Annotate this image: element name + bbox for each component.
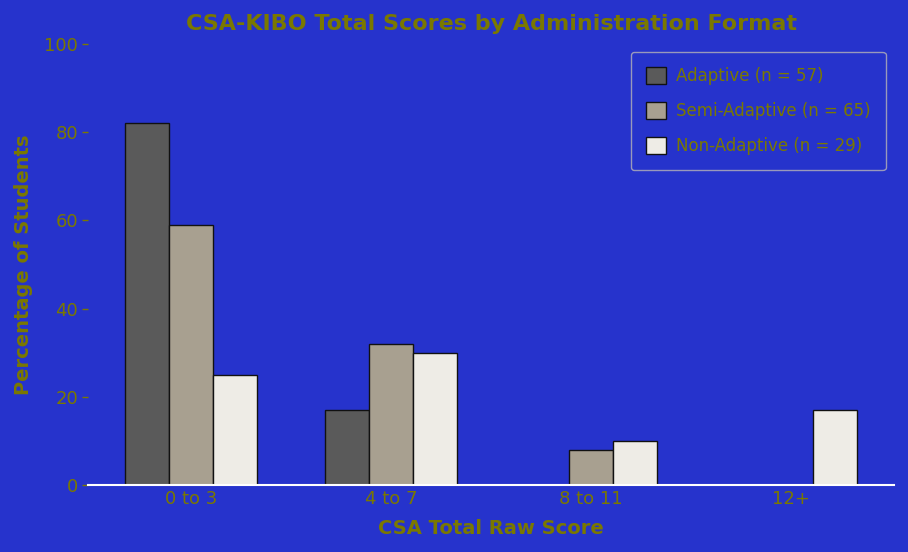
Title: CSA-KIBO Total Scores by Administration Format: CSA-KIBO Total Scores by Administration … [186, 14, 796, 34]
Y-axis label: Percentage of Students: Percentage of Students [14, 134, 33, 395]
Bar [125, 123, 169, 485]
Bar [169, 225, 213, 485]
Bar [413, 353, 457, 485]
Bar [325, 410, 370, 485]
Bar [613, 441, 657, 485]
Bar [213, 375, 257, 485]
Legend: Adaptive (n = 57), Semi-Adaptive (n = 65), Non-Adaptive (n = 29): Adaptive (n = 57), Semi-Adaptive (n = 65… [631, 52, 886, 170]
Bar [814, 410, 857, 485]
Bar [569, 450, 613, 485]
Bar [370, 344, 413, 485]
X-axis label: CSA Total Raw Score: CSA Total Raw Score [379, 519, 604, 538]
